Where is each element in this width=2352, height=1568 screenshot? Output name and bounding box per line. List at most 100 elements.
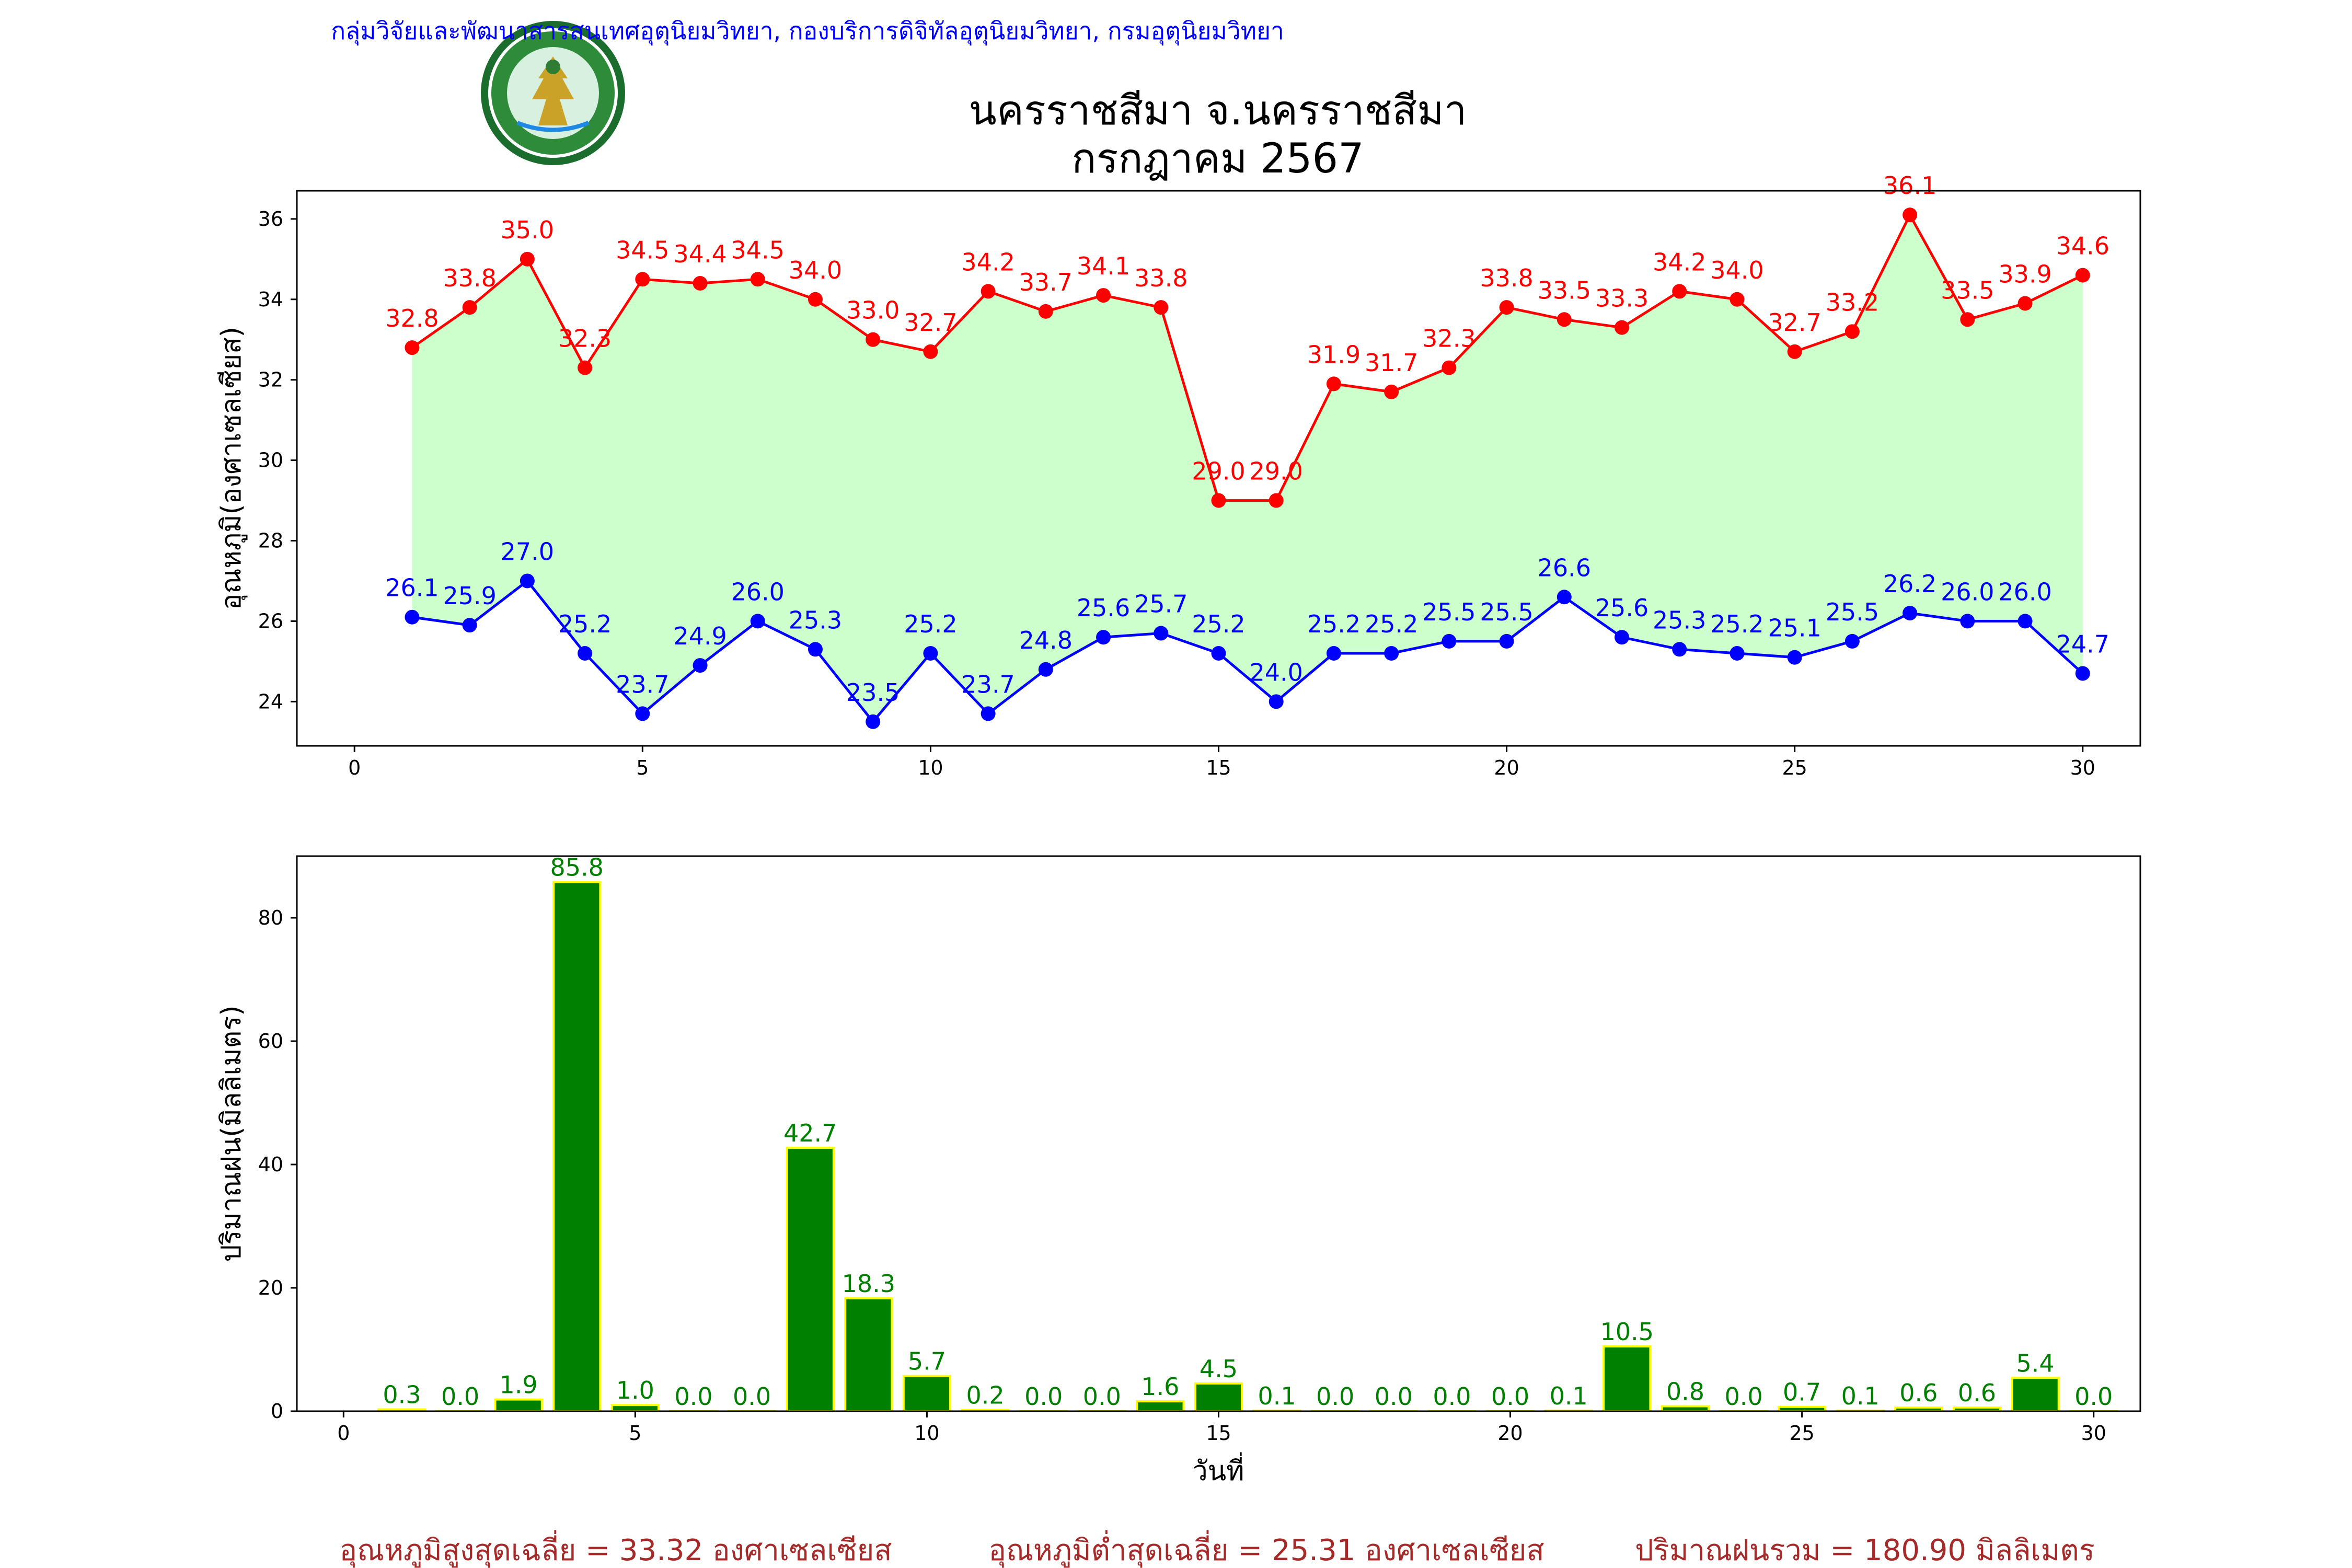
- rainfall-label: 0.0: [733, 1382, 771, 1411]
- rainfall-label: 0.1: [1550, 1382, 1588, 1410]
- rainfall-label: 5.4: [2016, 1349, 2055, 1377]
- low-temperature-point: [405, 609, 420, 625]
- rainfall-x-axis-label: วันที่: [1192, 1452, 1244, 1487]
- low-temperature-point: [693, 658, 708, 673]
- rainfall-bar: [1136, 1400, 1185, 1413]
- rainfall-label: 0.0: [441, 1382, 479, 1411]
- low-temperature-label: 25.3: [789, 606, 842, 634]
- high-temperature-point: [1096, 288, 1111, 303]
- high-temperature-point: [1960, 312, 1975, 327]
- temperature-y-tick-label: 28: [258, 529, 283, 552]
- low-temperature-label: 23.5: [846, 678, 900, 707]
- rainfall-label: 0.0: [2074, 1382, 2113, 1411]
- high-temperature-point: [2017, 296, 2033, 311]
- high-temperature-label: 34.0: [789, 256, 842, 284]
- high-temperature-label: 34.2: [1653, 248, 1706, 276]
- rainfall-label: 4.5: [1200, 1355, 1238, 1383]
- low-temperature-point: [1844, 633, 1860, 649]
- low-temperature-point: [1326, 646, 1341, 661]
- high-temperature-label: 33.7: [1019, 268, 1073, 296]
- temperature-y-tick-label: 32: [258, 368, 283, 391]
- rainfall-label: 0.7: [1783, 1378, 1821, 1406]
- low-temperature-point: [866, 714, 881, 729]
- low-temperature-point: [1384, 646, 1399, 661]
- low-temperature-label: 25.7: [1134, 590, 1187, 618]
- low-temperature-point: [1211, 646, 1226, 661]
- high-temperature-point: [1844, 324, 1860, 339]
- high-temperature-label: 33.9: [1998, 260, 2051, 288]
- rainfall-x-tick-label: 5: [629, 1422, 641, 1445]
- low-temperature-point: [1672, 642, 1687, 657]
- high-temperature-point: [405, 340, 420, 355]
- rainfall-y-tick-label: 60: [258, 1030, 283, 1053]
- low-temperature-point: [1154, 626, 1169, 641]
- low-temperature-label: 25.9: [443, 582, 496, 610]
- rainfall-label: 0.0: [1491, 1382, 1529, 1411]
- temperature-y-tick-label: 34: [258, 288, 283, 311]
- high-temperature-label: 32.8: [385, 304, 439, 332]
- high-temperature-label: 33.2: [1826, 288, 1879, 316]
- high-temperature-point: [1903, 207, 1918, 223]
- high-temperature-line: [411, 212, 2083, 502]
- high-temperature-label: 34.5: [731, 236, 785, 264]
- low-temperature-label: 25.2: [1192, 610, 1245, 638]
- high-temperature-point: [578, 360, 593, 375]
- rainfall-x-tick-label: 15: [1206, 1422, 1231, 1445]
- low-temperature-label: 26.6: [1538, 554, 1591, 582]
- low-temperature-label: 25.2: [1307, 610, 1361, 638]
- high-temperature-point: [1557, 312, 1572, 327]
- low-temperature-label: 25.5: [1826, 598, 1879, 626]
- low-temperature-label: 24.7: [2056, 630, 2109, 658]
- rainfall-x-tick-label: 20: [1497, 1422, 1523, 1445]
- high-temperature-point: [981, 284, 996, 299]
- low-temperature-line: [412, 579, 2084, 724]
- high-temperature-point: [808, 292, 823, 307]
- temperature-x-tick-label: 10: [918, 756, 943, 779]
- low-temperature-label: 26.0: [1998, 578, 2051, 606]
- high-temperature-point: [462, 300, 477, 315]
- high-temperature-point: [1615, 320, 1630, 335]
- rainfall-label: 85.8: [550, 854, 604, 882]
- rainfall-label: 1.6: [1141, 1373, 1179, 1401]
- low-temperature-point: [981, 706, 996, 721]
- rainfall-x-tick-label: 10: [914, 1422, 939, 1445]
- rainfall-bar: [610, 1404, 660, 1412]
- low-temperature-label: 25.2: [1710, 610, 1763, 638]
- temperature-panel: 32.833.835.032.334.5 34.4 34.534.033.0 32.7…: [216, 171, 2141, 779]
- temperature-x-tick-label: 20: [1494, 756, 1519, 779]
- rainfall-x-tick-label: 25: [1789, 1422, 1814, 1445]
- high-temperature-label: 32.7: [904, 308, 957, 337]
- low-temperature-point: [1038, 662, 1053, 677]
- low-temperature-point: [462, 618, 477, 633]
- high-temperature-label: 29.0: [1250, 457, 1303, 486]
- low-temperature-label: 25.2: [904, 610, 957, 638]
- temperature-x-tick-label: 5: [636, 756, 649, 779]
- low-temperature-label: 25.3: [1653, 606, 1706, 634]
- temperature-y-tick-label: 36: [258, 207, 283, 230]
- rainfall-bar: [2011, 1377, 2060, 1413]
- high-temperature-point: [693, 276, 708, 291]
- high-temperature-label: 34.0: [1710, 256, 1763, 284]
- rainfall-label: 0.6: [1958, 1379, 1996, 1407]
- rainfall-y-tick-label: 80: [258, 906, 283, 929]
- high-temperature-label: 33.8: [1480, 264, 1533, 292]
- high-temperature-label: 32.7: [1768, 308, 1821, 337]
- high-temperature-label: 35.0: [501, 216, 554, 244]
- low-temperature-label: 23.7: [616, 670, 669, 698]
- rainfall-bar: [1602, 1345, 1652, 1413]
- high-temperature-label: 31.9: [1307, 340, 1361, 368]
- rainfall-label: 0.0: [1375, 1382, 1413, 1411]
- rainfall-label: 5.7: [908, 1347, 946, 1376]
- high-temperature-point: [1442, 360, 1457, 375]
- low-temperature-point: [1960, 614, 1975, 629]
- low-temperature-label: 26.0: [1941, 578, 1994, 606]
- low-temperature-point: [1903, 606, 1918, 621]
- summary-total-rain: ปริมาณฝนรวม = 180.90 มิลลิเมตร: [1635, 1534, 2095, 1567]
- temperature-y-tick-label: 26: [258, 609, 283, 632]
- rainfall-bar: [786, 1147, 835, 1412]
- high-temperature-point: [1211, 493, 1226, 508]
- rainfall-label: 0.0: [1433, 1382, 1471, 1411]
- rainfall-label: 0.0: [674, 1382, 712, 1411]
- low-temperature-label: 26.2: [1883, 570, 1936, 598]
